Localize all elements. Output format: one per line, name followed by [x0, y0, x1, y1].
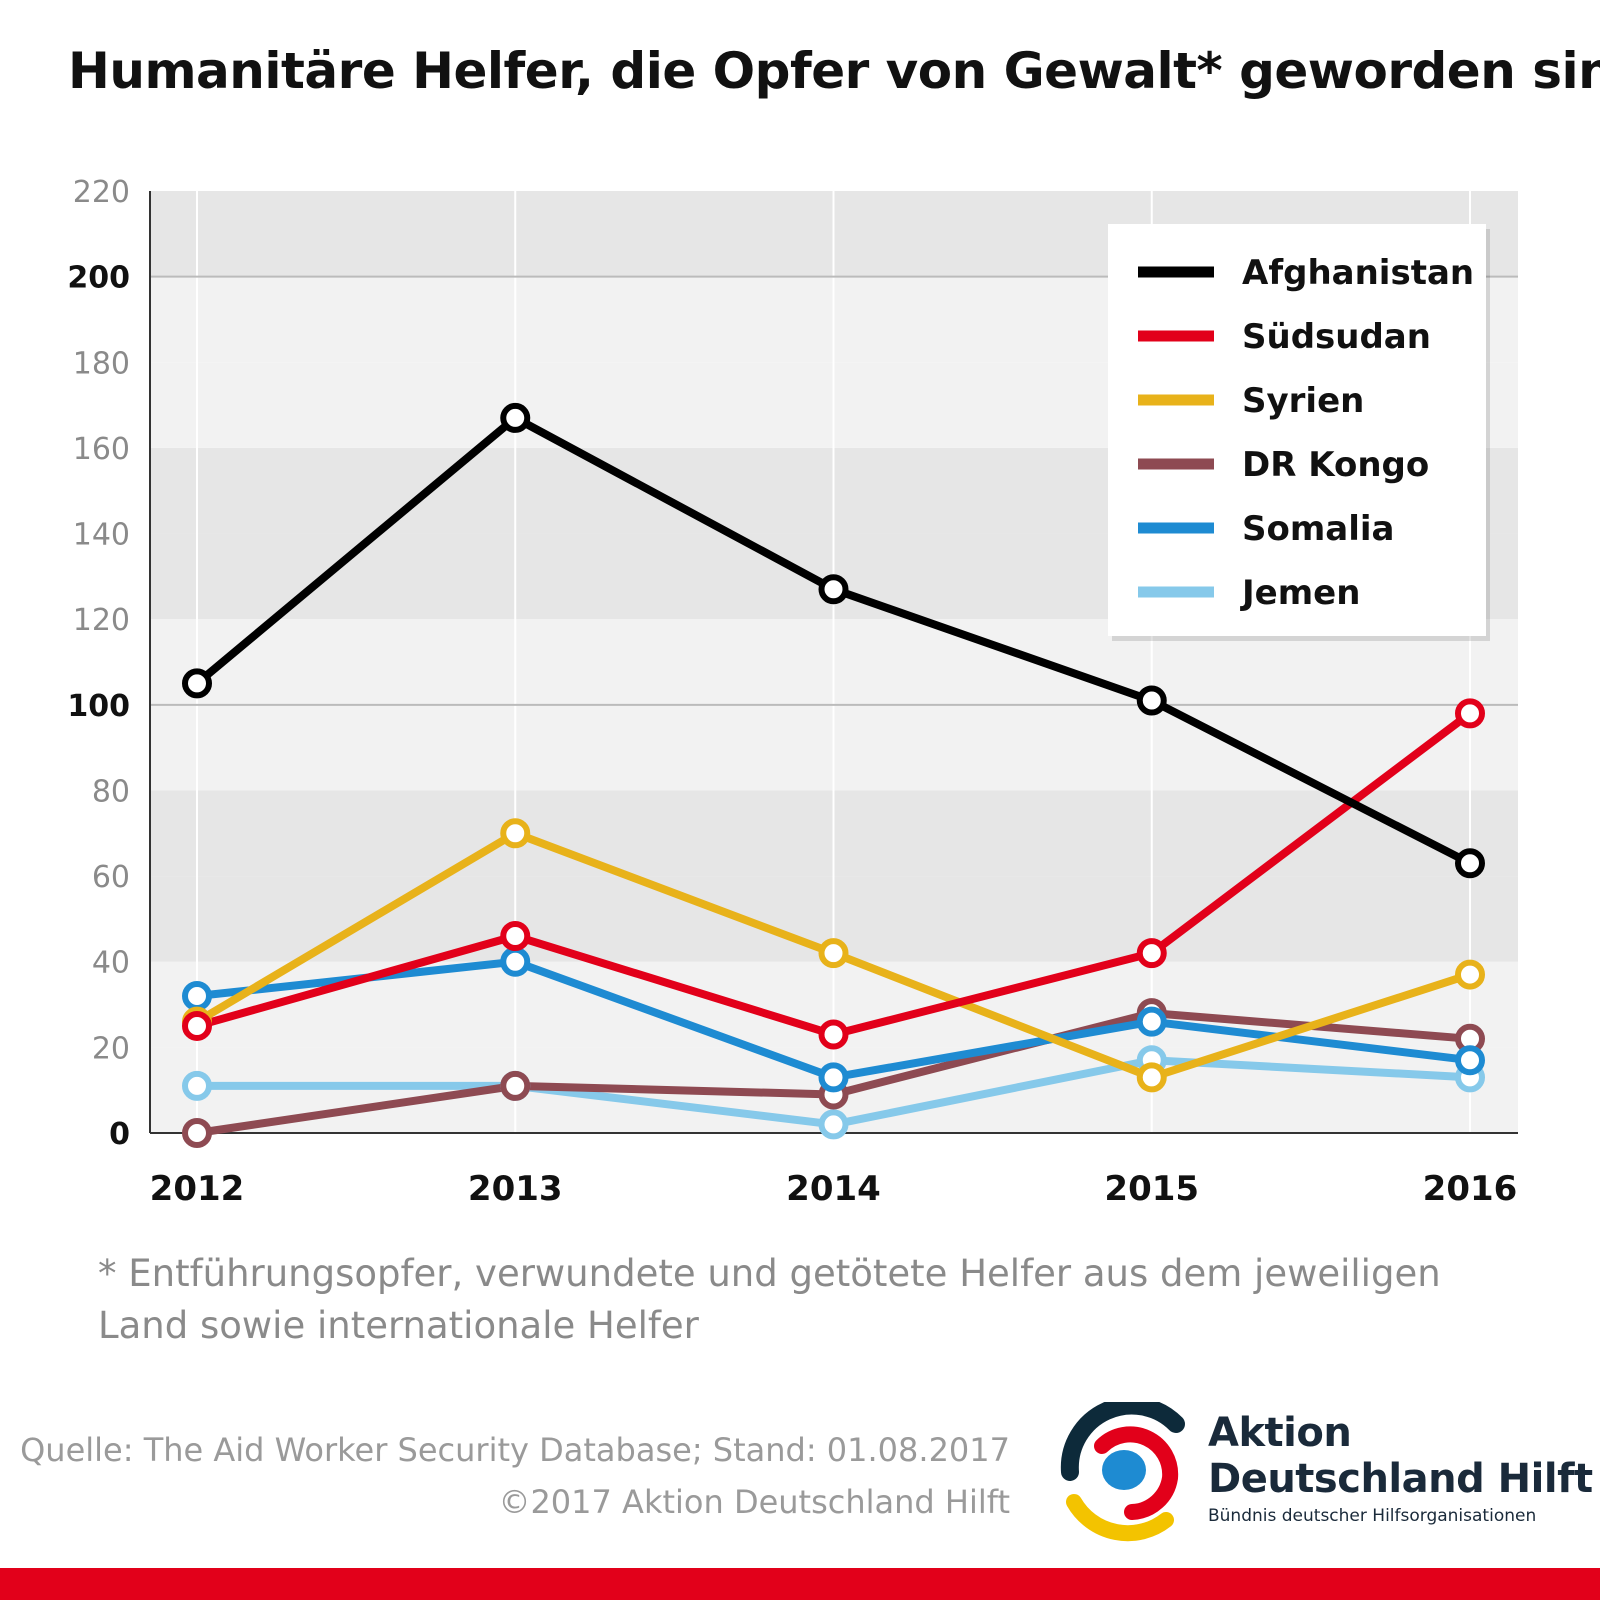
x-tick-label: 2013: [468, 1169, 563, 1209]
source-line: Quelle: The Aid Worker Security Database…: [20, 1431, 1010, 1469]
data-point-syrien: [1455, 959, 1485, 990]
y-tick-label: 160: [73, 432, 130, 467]
data-point-syrien: [1136, 1062, 1167, 1093]
y-tick-label: 40: [92, 946, 130, 981]
x-tick-label: 2016: [1423, 1169, 1518, 1209]
y-tick-label: 200: [67, 261, 130, 296]
data-point-afghanistan: [818, 574, 849, 605]
data-point-somalia: [182, 980, 212, 1011]
legend-label: Somalia: [1242, 509, 1394, 549]
data-point-somalia: [500, 946, 531, 977]
legend-label: Südsudan: [1242, 317, 1431, 357]
chart-title: Humanitäre Helfer, die Opfer von Gewalt*…: [68, 42, 1600, 100]
data-point-südsudan: [500, 921, 531, 952]
legend-label: DR Kongo: [1242, 445, 1429, 485]
data-point-südsudan: [1136, 938, 1167, 969]
x-tick-label: 2012: [150, 1169, 245, 1209]
data-point-dr-kongo: [500, 1070, 531, 1101]
y-tick-label: 140: [73, 518, 130, 553]
data-point-afghanistan: [182, 668, 212, 699]
data-point-dr-kongo: [182, 1118, 212, 1148]
data-point-südsudan: [1455, 698, 1485, 729]
y-tick-label: 220: [73, 175, 130, 210]
data-point-südsudan: [818, 1019, 849, 1050]
data-point-jemen: [818, 1109, 849, 1140]
y-tick-label: 0: [109, 1117, 130, 1152]
legend-label: Afghanistan: [1242, 253, 1474, 293]
data-point-somalia: [1455, 1045, 1485, 1076]
logo-text: Aktion Deutschland Hilft Bündnis deutsch…: [1208, 1410, 1593, 1530]
y-tick-label: 20: [92, 1031, 130, 1066]
bottom-accent-bar: [0, 1568, 1600, 1600]
y-tick-label: 180: [73, 346, 130, 381]
y-tick-label: 60: [92, 860, 130, 895]
y-tick-label: 120: [73, 603, 130, 638]
data-point-somalia: [818, 1062, 849, 1093]
data-point-südsudan: [182, 1010, 212, 1041]
y-tick-label: 80: [92, 774, 130, 809]
data-point-afghanistan: [1136, 685, 1167, 716]
data-point-syrien: [500, 818, 531, 849]
copyright-line: ©2017 Aktion Deutschland Hilft: [498, 1483, 1010, 1521]
x-tick-label: 2014: [786, 1169, 881, 1209]
line-chart: 0 20 40 60 80 100 120 140 160 180 200 220 2012 2013 20…: [67, 175, 1518, 1209]
adh-logo-icon: [1060, 1402, 1185, 1542]
data-point-jemen: [182, 1070, 212, 1101]
legend-label: Jemen: [1240, 573, 1360, 613]
y-tick-label: 100: [67, 689, 130, 724]
logo-tagline: Bündnis deutscher Hilfsorganisationen: [1208, 1506, 1537, 1526]
source-block: Quelle: The Aid Worker Security Database…: [20, 1424, 1010, 1528]
x-tick-label: 2015: [1104, 1169, 1199, 1209]
data-point-somalia: [1136, 1006, 1167, 1037]
legend-label: Syrien: [1242, 381, 1364, 421]
data-point-afghanistan: [500, 402, 531, 433]
footnote: * Entführungsopfer, verwundete und getöt…: [98, 1252, 1441, 1347]
legend-box: [1108, 224, 1486, 636]
logo-title-line1: Aktion: [1208, 1410, 1352, 1456]
data-point-afghanistan: [1455, 848, 1485, 879]
data-point-syrien: [818, 938, 849, 969]
logo-title-line2: Deutschland Hilft: [1208, 1456, 1593, 1502]
